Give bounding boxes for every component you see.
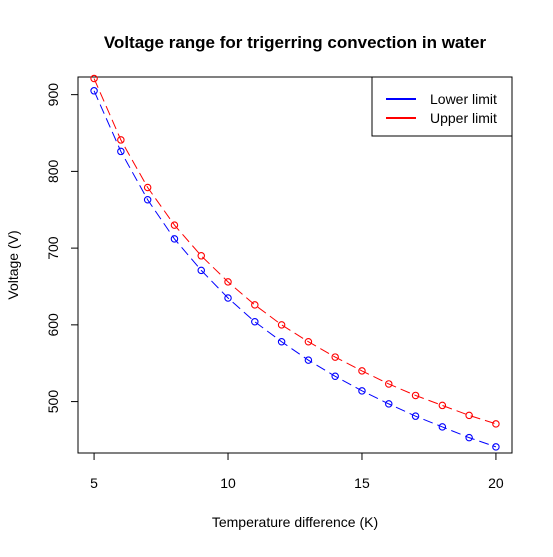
data-point-upper-limit [277,321,286,329]
legend-label-upper-limit: Upper limit [430,110,497,126]
data-point-upper-limit [331,353,339,361]
y-tick-label: 600 [45,313,61,337]
x-tick-label: 10 [220,475,236,491]
x-tick-label: 20 [488,475,504,491]
data-point-upper-limit [438,401,447,410]
data-point-upper-limit [143,183,152,192]
legend-box [371,76,513,137]
data-point-upper-limit [197,252,205,260]
data-point-lower-limit [143,196,152,204]
data-point-lower-limit [90,87,98,95]
data-point-upper-limit [411,391,420,400]
data-point-lower-limit [224,294,232,302]
data-point-upper-limit [251,301,259,309]
series-line-upper-limit [93,78,497,425]
y-tick-label: 800 [45,159,61,183]
data-point-lower-limit [277,337,286,346]
data-point-lower-limit [411,412,420,420]
data-point-upper-limit [170,221,179,229]
data-point-upper-limit [304,337,313,346]
x-axis-label: Temperature difference (K) [212,514,378,530]
data-point-lower-limit [385,400,393,408]
data-point-lower-limit [117,147,125,156]
data-point-lower-limit [438,423,447,431]
data-point-lower-limit [465,433,473,442]
data-point-upper-limit [492,420,500,428]
y-axis-label: Voltage (V) [5,230,21,299]
series-line-lower-limit [93,90,497,448]
data-point-upper-limit [224,278,232,286]
x-axis: 5 10 15 20 [90,452,504,491]
series-layer [90,74,500,451]
y-tick-label: 500 [45,390,61,414]
data-point-upper-limit [117,136,125,144]
data-point-lower-limit [170,235,179,243]
x-tick-label: 5 [90,475,98,491]
data-point-lower-limit [197,266,205,275]
y-tick-label: 900 [45,83,61,107]
y-axis: 500 600 700 800 900 [45,83,79,414]
data-point-upper-limit [385,380,393,388]
data-point-upper-limit [465,411,473,420]
data-point-lower-limit [304,356,313,364]
data-point-lower-limit [358,387,366,395]
data-point-upper-limit [90,74,98,83]
x-tick-label: 15 [354,475,370,491]
legend-label-lower-limit: Lower limit [430,91,497,107]
data-point-lower-limit [331,372,339,381]
data-point-lower-limit [251,318,259,326]
data-point-upper-limit [358,367,366,375]
chart-title: Voltage range for trigerring convection … [104,33,487,52]
y-tick-label: 700 [45,236,61,260]
legend: Lower limit Upper limit [371,76,513,137]
data-point-lower-limit [492,443,500,451]
